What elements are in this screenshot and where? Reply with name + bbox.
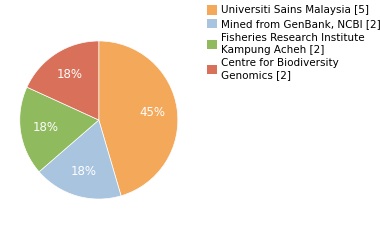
Text: 18%: 18% [33, 121, 59, 134]
Text: 45%: 45% [139, 106, 165, 119]
Legend: Universiti Sains Malaysia [5], Mined from GenBank, NCBI [2], Fisheries Research : Universiti Sains Malaysia [5], Mined fro… [207, 5, 380, 80]
Wedge shape [27, 41, 99, 120]
Wedge shape [20, 87, 99, 172]
Text: 18%: 18% [57, 68, 83, 81]
Text: 18%: 18% [71, 165, 97, 178]
Wedge shape [39, 120, 121, 199]
Wedge shape [99, 41, 178, 196]
